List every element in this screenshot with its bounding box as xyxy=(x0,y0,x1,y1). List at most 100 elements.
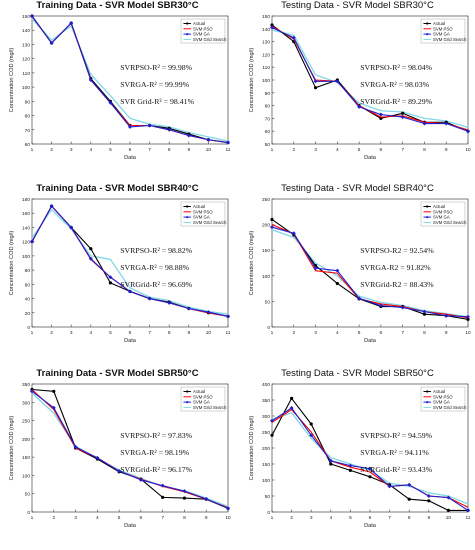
data-point xyxy=(400,115,405,120)
y-tick-label: 120 xyxy=(22,57,30,63)
x-tick-label: 3 xyxy=(70,330,73,336)
x-axis-label: Data xyxy=(124,338,137,344)
data-point xyxy=(226,140,230,145)
legend-marker xyxy=(185,32,189,36)
y-tick-label: 90 xyxy=(265,91,271,97)
r-squared-annotation: SVRGA-R² = 99.99% xyxy=(120,80,189,89)
data-point xyxy=(387,484,392,489)
r-squared-annotation: SVRPSO-R² = 94.59% xyxy=(360,431,432,440)
legend-marker xyxy=(426,22,429,25)
data-point xyxy=(128,289,132,294)
y-tick-label: 250 xyxy=(22,419,30,425)
r-squared-annotation: SVRGrid-R² = 96.69% xyxy=(120,280,192,289)
legend-label: SVM PSO xyxy=(193,26,213,31)
data-point xyxy=(30,389,34,394)
x-tick-label: 9 xyxy=(205,515,208,521)
data-point xyxy=(378,303,383,308)
data-point xyxy=(348,463,353,468)
data-point xyxy=(117,469,122,474)
data-point xyxy=(270,418,274,423)
x-tick-label: 1 xyxy=(31,147,34,153)
data-point xyxy=(426,494,431,498)
y-tick-label: 100 xyxy=(22,473,30,479)
legend-label: SVM Grid Search xyxy=(193,405,227,410)
legend-marker xyxy=(186,22,189,25)
x-tick-label: 5 xyxy=(109,330,112,336)
chart-panel-4: Testing Data - SVR Model SBR40°C 0 50 100 15… xyxy=(240,183,475,361)
y-tick-label: 250 xyxy=(262,430,270,436)
x-tick-label: 5 xyxy=(118,515,121,521)
x-tick-label: 8 xyxy=(168,330,171,336)
x-tick-label: 6 xyxy=(380,147,383,153)
x-tick-label: 2 xyxy=(290,515,293,521)
x-tick-label: 4 xyxy=(329,515,332,521)
y-tick-label: 300 xyxy=(22,400,30,406)
data-point xyxy=(51,405,56,410)
x-tick-label: 6 xyxy=(369,515,372,521)
y-tick-label: 350 xyxy=(22,382,30,388)
x-tick-label: 7 xyxy=(401,147,404,153)
r-squared-annotation: SVRGA-R² = 98.19% xyxy=(120,448,189,457)
y-tick-label: 50 xyxy=(265,494,271,500)
x-tick-label: 11 xyxy=(226,147,231,153)
legend-label: SVM GA xyxy=(433,400,450,405)
data-point xyxy=(289,406,294,410)
y-tick-label: 80 xyxy=(25,114,31,120)
x-axis-label: Data xyxy=(124,155,137,161)
data-point xyxy=(407,482,412,487)
chart-panel-3: Training Data - SVR Model SBR40°C 0 20 40 60… xyxy=(0,183,235,361)
data-point xyxy=(95,455,100,460)
data-point xyxy=(226,506,230,511)
chart-svg: 60 70 80 90 100 110 120 130 140 150 1 2 3 4 5 6 7 8 9 10 11 D… xyxy=(9,14,231,161)
legend-label: SVM Grid Search xyxy=(193,220,227,225)
data-point xyxy=(446,508,450,512)
data-point xyxy=(270,25,274,30)
y-axis-label: Concentration COD (mg/l) xyxy=(9,48,15,113)
data-point xyxy=(182,496,187,500)
legend-label: Actual xyxy=(193,389,205,394)
r-squared-annotation: SVRPSO-R2 = 92.54% xyxy=(360,246,434,255)
legend-label: SVM PSO xyxy=(193,209,213,214)
x-tick-label: 10 xyxy=(206,147,212,153)
legend-label: Actual xyxy=(193,21,205,26)
chart-panel-1: Training Data - SVR Model SBR30°C 60 70 80 9… xyxy=(0,0,235,178)
chart-title: Testing Data - SVR Model SBR50°C xyxy=(281,368,434,379)
r-squared-annotation: SVRPSO-R² = 98.04% xyxy=(360,63,432,72)
y-tick-label: 50 xyxy=(265,299,271,305)
data-point xyxy=(270,433,274,437)
r-squared-annotation: SVRPSO-R² = 97.83% xyxy=(120,431,192,440)
series-line-svm-grid-search xyxy=(31,18,229,142)
r-squared-annotation: SVRGrid-R² = 93.43% xyxy=(360,465,432,474)
x-tick-label: 9 xyxy=(187,147,190,153)
y-tick-label: 180 xyxy=(22,197,30,203)
legend-label: Actual xyxy=(433,389,445,394)
data-point xyxy=(270,217,274,222)
x-tick-label: 8 xyxy=(423,147,426,153)
data-point xyxy=(167,300,172,305)
y-tick-label: 60 xyxy=(25,282,31,288)
data-point xyxy=(89,247,93,251)
data-point xyxy=(30,14,34,18)
x-tick-label: 6 xyxy=(129,330,132,336)
data-point xyxy=(108,275,113,280)
x-tick-label: 11 xyxy=(226,330,231,336)
legend-label: Actual xyxy=(193,204,205,209)
x-tick-label: 8 xyxy=(423,330,426,336)
y-tick-label: 140 xyxy=(262,27,270,33)
x-tick-label: 7 xyxy=(148,330,151,336)
x-tick-label: 1 xyxy=(271,515,274,521)
data-point xyxy=(69,225,74,230)
data-point xyxy=(291,35,296,40)
data-point xyxy=(128,124,132,129)
data-point xyxy=(329,462,333,466)
x-tick-label: 6 xyxy=(140,515,143,521)
data-point xyxy=(422,312,427,316)
chart-title: Training Data - SVR Model SBR50°C xyxy=(36,368,199,379)
x-tick-label: 10 xyxy=(446,515,452,521)
legend-label: SVM PSO xyxy=(433,26,453,31)
data-point xyxy=(466,314,470,319)
y-tick-label: 50 xyxy=(265,142,271,148)
data-point xyxy=(313,79,318,84)
data-point xyxy=(182,489,187,494)
